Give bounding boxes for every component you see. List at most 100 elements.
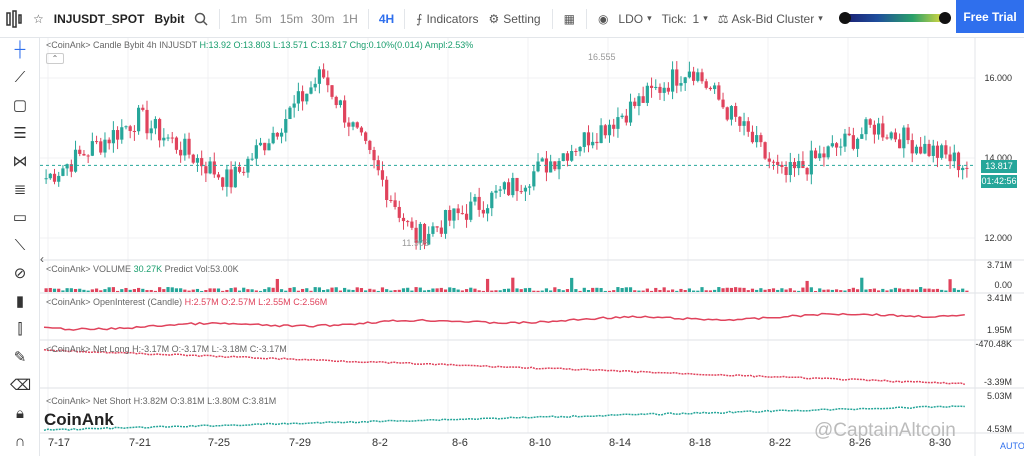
candle-body [759,135,763,143]
volume-bar [780,288,784,292]
magnet-snap-icon[interactable]: ∩ [14,433,26,450]
auto-scale-button[interactable]: AUTO [1000,441,1024,451]
eye-icon[interactable]: ◉ [597,11,609,26]
volume-bar [666,290,670,292]
bar-chart-icon[interactable]: ▮ [15,293,25,310]
chart-logo-icon[interactable] [0,0,28,38]
volume-bar [717,287,721,292]
price-tick: 16.000 [984,73,1012,83]
layout-grid-icon[interactable]: ▦ [563,11,575,26]
volume-bar [296,290,300,292]
horizontal-lines-icon[interactable]: ☰ [13,125,27,142]
x-date: 7-17 [48,437,71,449]
ruler-icon[interactable]: ⟍ [14,237,26,254]
chevron-left-icon[interactable]: ‹ [40,252,44,266]
candle-body [704,81,708,88]
candle-body [603,125,607,136]
candle-body [507,182,511,196]
volume-bar [599,288,603,292]
collapse-legend-button[interactable]: ⌃ [46,53,64,64]
volume-legend: <CoinAnk> VOLUME 30.27K Predict Vol:53.0… [46,264,239,274]
candle-body [250,158,254,160]
volume-bar [578,290,582,292]
cluster-select[interactable]: ⚖ Ask-Bid Cluster ▾ [717,11,823,26]
volume-bar [82,289,86,292]
candle-body [898,139,902,149]
timeframe-5m[interactable]: 5m [255,11,272,26]
brand-logo: CoinAnk [44,410,114,429]
pattern-icon[interactable]: ⋈ [12,153,28,170]
favorite-star-icon[interactable]: ☆ [33,11,44,26]
comment-icon[interactable]: ▭ [12,209,28,226]
net-long-tick: -3.39M [983,377,1012,387]
candle-body [347,122,351,127]
candle-body [317,69,321,84]
volume-bar [956,289,961,292]
heat-gauge-slider[interactable] [839,12,951,24]
volume-bar [797,290,801,292]
volume-bar [212,288,216,292]
volume-bar [670,289,675,292]
candle-body [919,146,923,154]
volume-bar [338,290,343,292]
candle-body [401,217,406,222]
net-short-legend: <CoinAnk> Net Short H:3.82M O:3.81M L:3.… [46,396,277,406]
timeframe-4h[interactable]: 4H [378,11,395,26]
volume-bar [603,290,607,292]
timeframe-1m[interactable]: 1m [230,11,248,26]
volume-bar [847,288,851,292]
ldo-select[interactable]: LDO ▾ [618,11,652,26]
volume-bar [935,288,940,292]
candle-body [607,124,612,136]
indicators-button[interactable]: ⨍ Indicators [416,11,479,26]
symbol-name[interactable]: INJUSDT_SPOT [53,11,145,26]
candle-body [944,145,948,155]
volume-bar [616,287,620,292]
chart-canvas[interactable] [40,38,1024,456]
volume-bar [834,289,839,292]
volume-bar [385,289,389,292]
volume-bar [275,278,279,292]
candle-body [368,140,372,150]
candle-body [427,233,431,245]
volume-bar [191,289,195,292]
volume-bar [809,287,813,292]
volume-bar [179,288,183,292]
candle-body [174,137,179,150]
brush-icon[interactable]: ✎ [13,349,27,366]
tick-select[interactable]: Tick: 1 ▾ [661,11,708,26]
volume-bar [654,287,658,292]
timeframe-1h[interactable]: 1H [342,11,358,26]
volume-bar [351,289,355,292]
search-icon[interactable] [189,0,213,38]
candle-body [78,149,82,154]
candle-body [107,139,111,144]
volume-bar [536,290,540,292]
chart-area[interactable] [40,38,1024,456]
candle-body [877,123,881,135]
volume-bar [822,289,826,292]
exchange-name[interactable]: Bybit [154,11,185,26]
candle-body [670,69,675,92]
free-trial-button[interactable]: Free Trial [956,0,1024,33]
volume-bar [372,289,376,292]
magnet-icon[interactable]: ⊘ [13,265,27,282]
setting-button[interactable]: ⚙ Setting [488,11,541,26]
volume-bar [355,287,359,292]
crosshair-icon[interactable]: ┼ [14,41,26,58]
volume-bar [624,287,628,292]
timeframe-30m[interactable]: 30m [311,11,335,26]
fib-icon[interactable]: ≣ [13,181,27,198]
indicator-icon[interactable]: ⫿ [17,321,23,338]
timeframe-15m[interactable]: 15m [279,11,304,26]
eraser-icon[interactable]: ⌫ [10,377,32,394]
x-date: 8-26 [849,437,872,449]
volume-bar [532,290,536,292]
candle-body [469,201,473,220]
trend-line-icon[interactable]: ⟋ [14,69,26,86]
rectangle-icon[interactable]: ▢ [12,97,28,114]
candle-body [914,146,919,154]
volume-bar [788,288,792,292]
lock-icon[interactable]: 🔒︎ [16,405,24,422]
volume-bar [767,289,771,292]
